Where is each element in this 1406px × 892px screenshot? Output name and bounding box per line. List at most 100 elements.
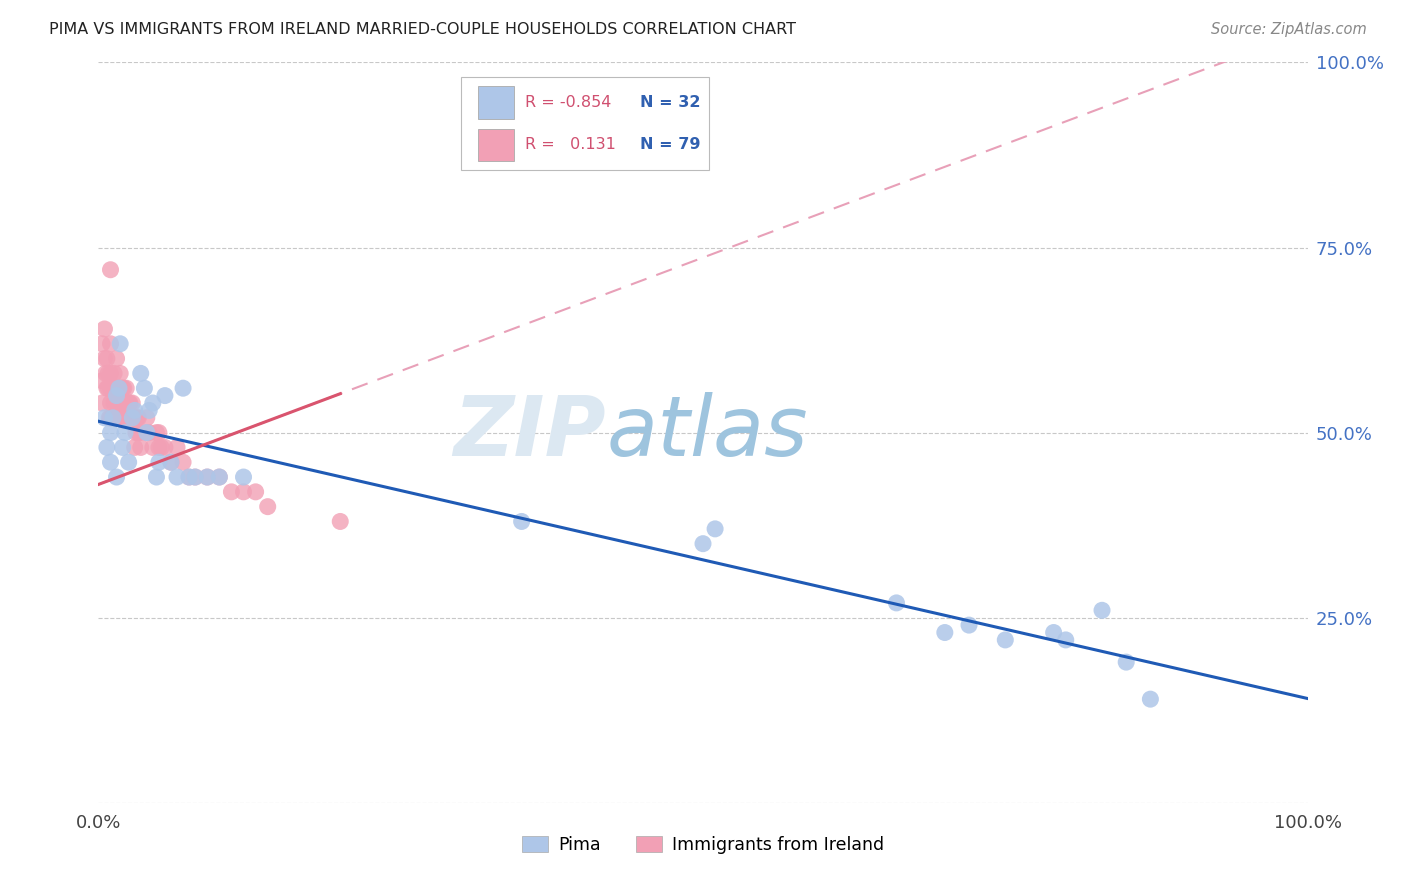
Point — [142, 441, 165, 455]
FancyBboxPatch shape — [478, 128, 515, 161]
Point — [148, 455, 170, 469]
Point — [124, 410, 146, 425]
Point — [153, 441, 176, 455]
Point — [1139, 692, 1161, 706]
Point — [142, 396, 165, 410]
Point — [208, 470, 231, 484]
Point — [105, 351, 128, 366]
Point — [112, 381, 135, 395]
Point — [93, 351, 115, 366]
Text: PIMA VS IMMIGRANTS FROM IRELAND MARRIED-COUPLE HOUSEHOLDS CORRELATION CHART: PIMA VS IMMIGRANTS FROM IRELAND MARRIED-… — [49, 22, 796, 37]
Point — [138, 403, 160, 417]
Point — [160, 455, 183, 469]
Point — [150, 441, 173, 455]
Point — [118, 396, 141, 410]
Point — [100, 336, 122, 351]
Point — [104, 381, 127, 395]
Point — [134, 381, 156, 395]
Text: N = 32: N = 32 — [640, 95, 700, 110]
Point — [101, 410, 124, 425]
Point — [111, 396, 134, 410]
Point — [129, 441, 152, 455]
Point — [994, 632, 1017, 647]
Point — [124, 441, 146, 455]
Point — [221, 484, 243, 499]
Point — [91, 336, 114, 351]
Point — [886, 596, 908, 610]
Point — [704, 522, 727, 536]
Point — [256, 500, 278, 514]
Point — [105, 388, 128, 402]
Point — [103, 367, 125, 381]
Point — [96, 351, 118, 366]
Point — [105, 381, 128, 395]
Point — [114, 396, 136, 410]
Point — [105, 470, 128, 484]
Point — [245, 484, 267, 499]
Point — [100, 367, 122, 381]
Point — [101, 381, 124, 395]
Point — [91, 396, 114, 410]
Point — [111, 381, 134, 395]
Point — [110, 381, 132, 395]
Point — [135, 410, 157, 425]
Point — [96, 381, 118, 395]
Point — [934, 625, 956, 640]
Point — [172, 381, 194, 395]
Text: R = -0.854: R = -0.854 — [526, 95, 612, 110]
Point — [108, 396, 131, 410]
Point — [128, 425, 150, 440]
Point — [118, 410, 141, 425]
FancyBboxPatch shape — [461, 78, 709, 169]
Point — [115, 381, 138, 395]
Point — [232, 484, 254, 499]
Point — [510, 515, 533, 529]
Point — [135, 425, 157, 440]
Point — [122, 410, 145, 425]
Point — [120, 410, 142, 425]
Point — [121, 396, 143, 410]
Point — [112, 410, 135, 425]
Point — [145, 425, 167, 440]
Point — [108, 410, 131, 425]
Point — [100, 381, 122, 395]
Point — [692, 536, 714, 550]
Point — [125, 425, 148, 440]
Point — [91, 374, 114, 388]
Point — [124, 403, 146, 417]
Point — [153, 388, 176, 402]
Point — [1042, 625, 1064, 640]
Point — [108, 381, 131, 395]
Point — [135, 425, 157, 440]
Point — [1091, 603, 1114, 617]
Point — [195, 470, 218, 484]
Point — [96, 441, 118, 455]
Point — [100, 396, 122, 410]
Point — [105, 410, 128, 425]
Point — [93, 410, 115, 425]
Point — [184, 470, 207, 484]
Point — [208, 470, 231, 484]
Point — [101, 410, 124, 425]
Point — [127, 410, 149, 425]
Point — [145, 470, 167, 484]
Point — [179, 470, 201, 484]
FancyBboxPatch shape — [478, 86, 515, 119]
Text: R =   0.131: R = 0.131 — [526, 137, 616, 153]
Point — [111, 410, 134, 425]
Point — [93, 322, 115, 336]
Point — [100, 455, 122, 469]
Point — [232, 470, 254, 484]
Point — [138, 425, 160, 440]
Point — [184, 470, 207, 484]
Point — [108, 336, 131, 351]
Point — [166, 441, 188, 455]
Point — [329, 515, 352, 529]
Text: Source: ZipAtlas.com: Source: ZipAtlas.com — [1211, 22, 1367, 37]
Point — [110, 410, 132, 425]
Point — [97, 381, 120, 395]
Point — [957, 618, 980, 632]
Point — [166, 470, 188, 484]
Point — [160, 455, 183, 469]
Point — [108, 410, 131, 425]
